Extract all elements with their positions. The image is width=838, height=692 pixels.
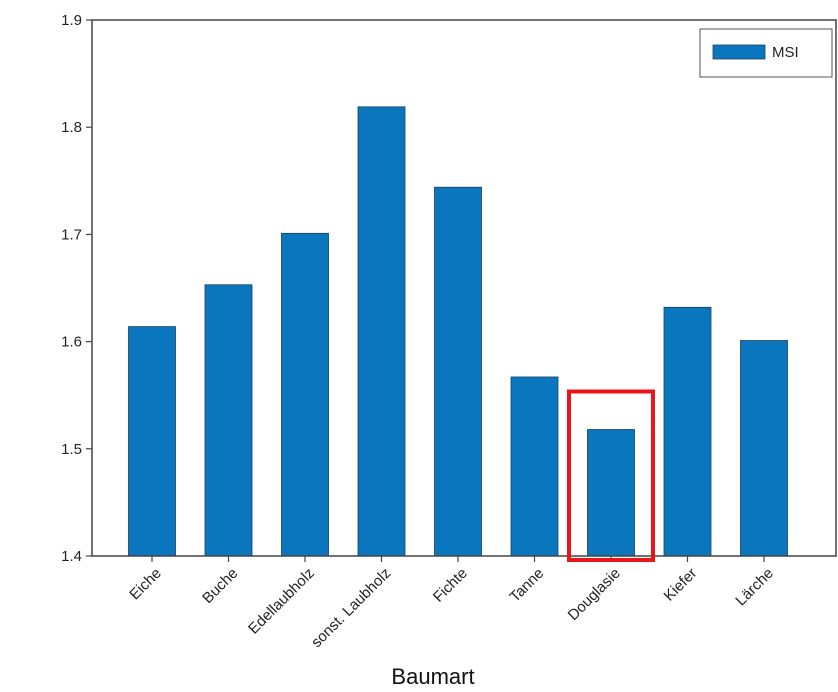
bar [357, 106, 406, 557]
bar [663, 306, 712, 557]
bar [587, 429, 635, 557]
plot-frame [91, 19, 837, 557]
y-tick-label: 1.4 [61, 548, 82, 565]
highlight-box [567, 389, 655, 562]
legend: MSI [699, 28, 833, 78]
bar [281, 232, 329, 557]
y-tick-label: 1.7 [61, 226, 82, 243]
y-tick-label: 1.8 [61, 119, 82, 136]
axes-layer [86, 19, 837, 562]
y-tick-label: 1.9 [61, 12, 82, 29]
bar [740, 340, 788, 557]
y-tick-label: 1.6 [61, 334, 82, 351]
legend-swatch [712, 44, 766, 60]
legend-label: MSI [772, 44, 799, 61]
y-tick-label: 1.5 [61, 441, 82, 458]
bar [510, 376, 559, 557]
bar [204, 284, 253, 557]
x-axis-title: Baumart [391, 664, 474, 689]
bars-layer [128, 106, 788, 557]
highlight-layer [567, 389, 655, 562]
bar [128, 326, 176, 557]
bar [434, 186, 482, 557]
